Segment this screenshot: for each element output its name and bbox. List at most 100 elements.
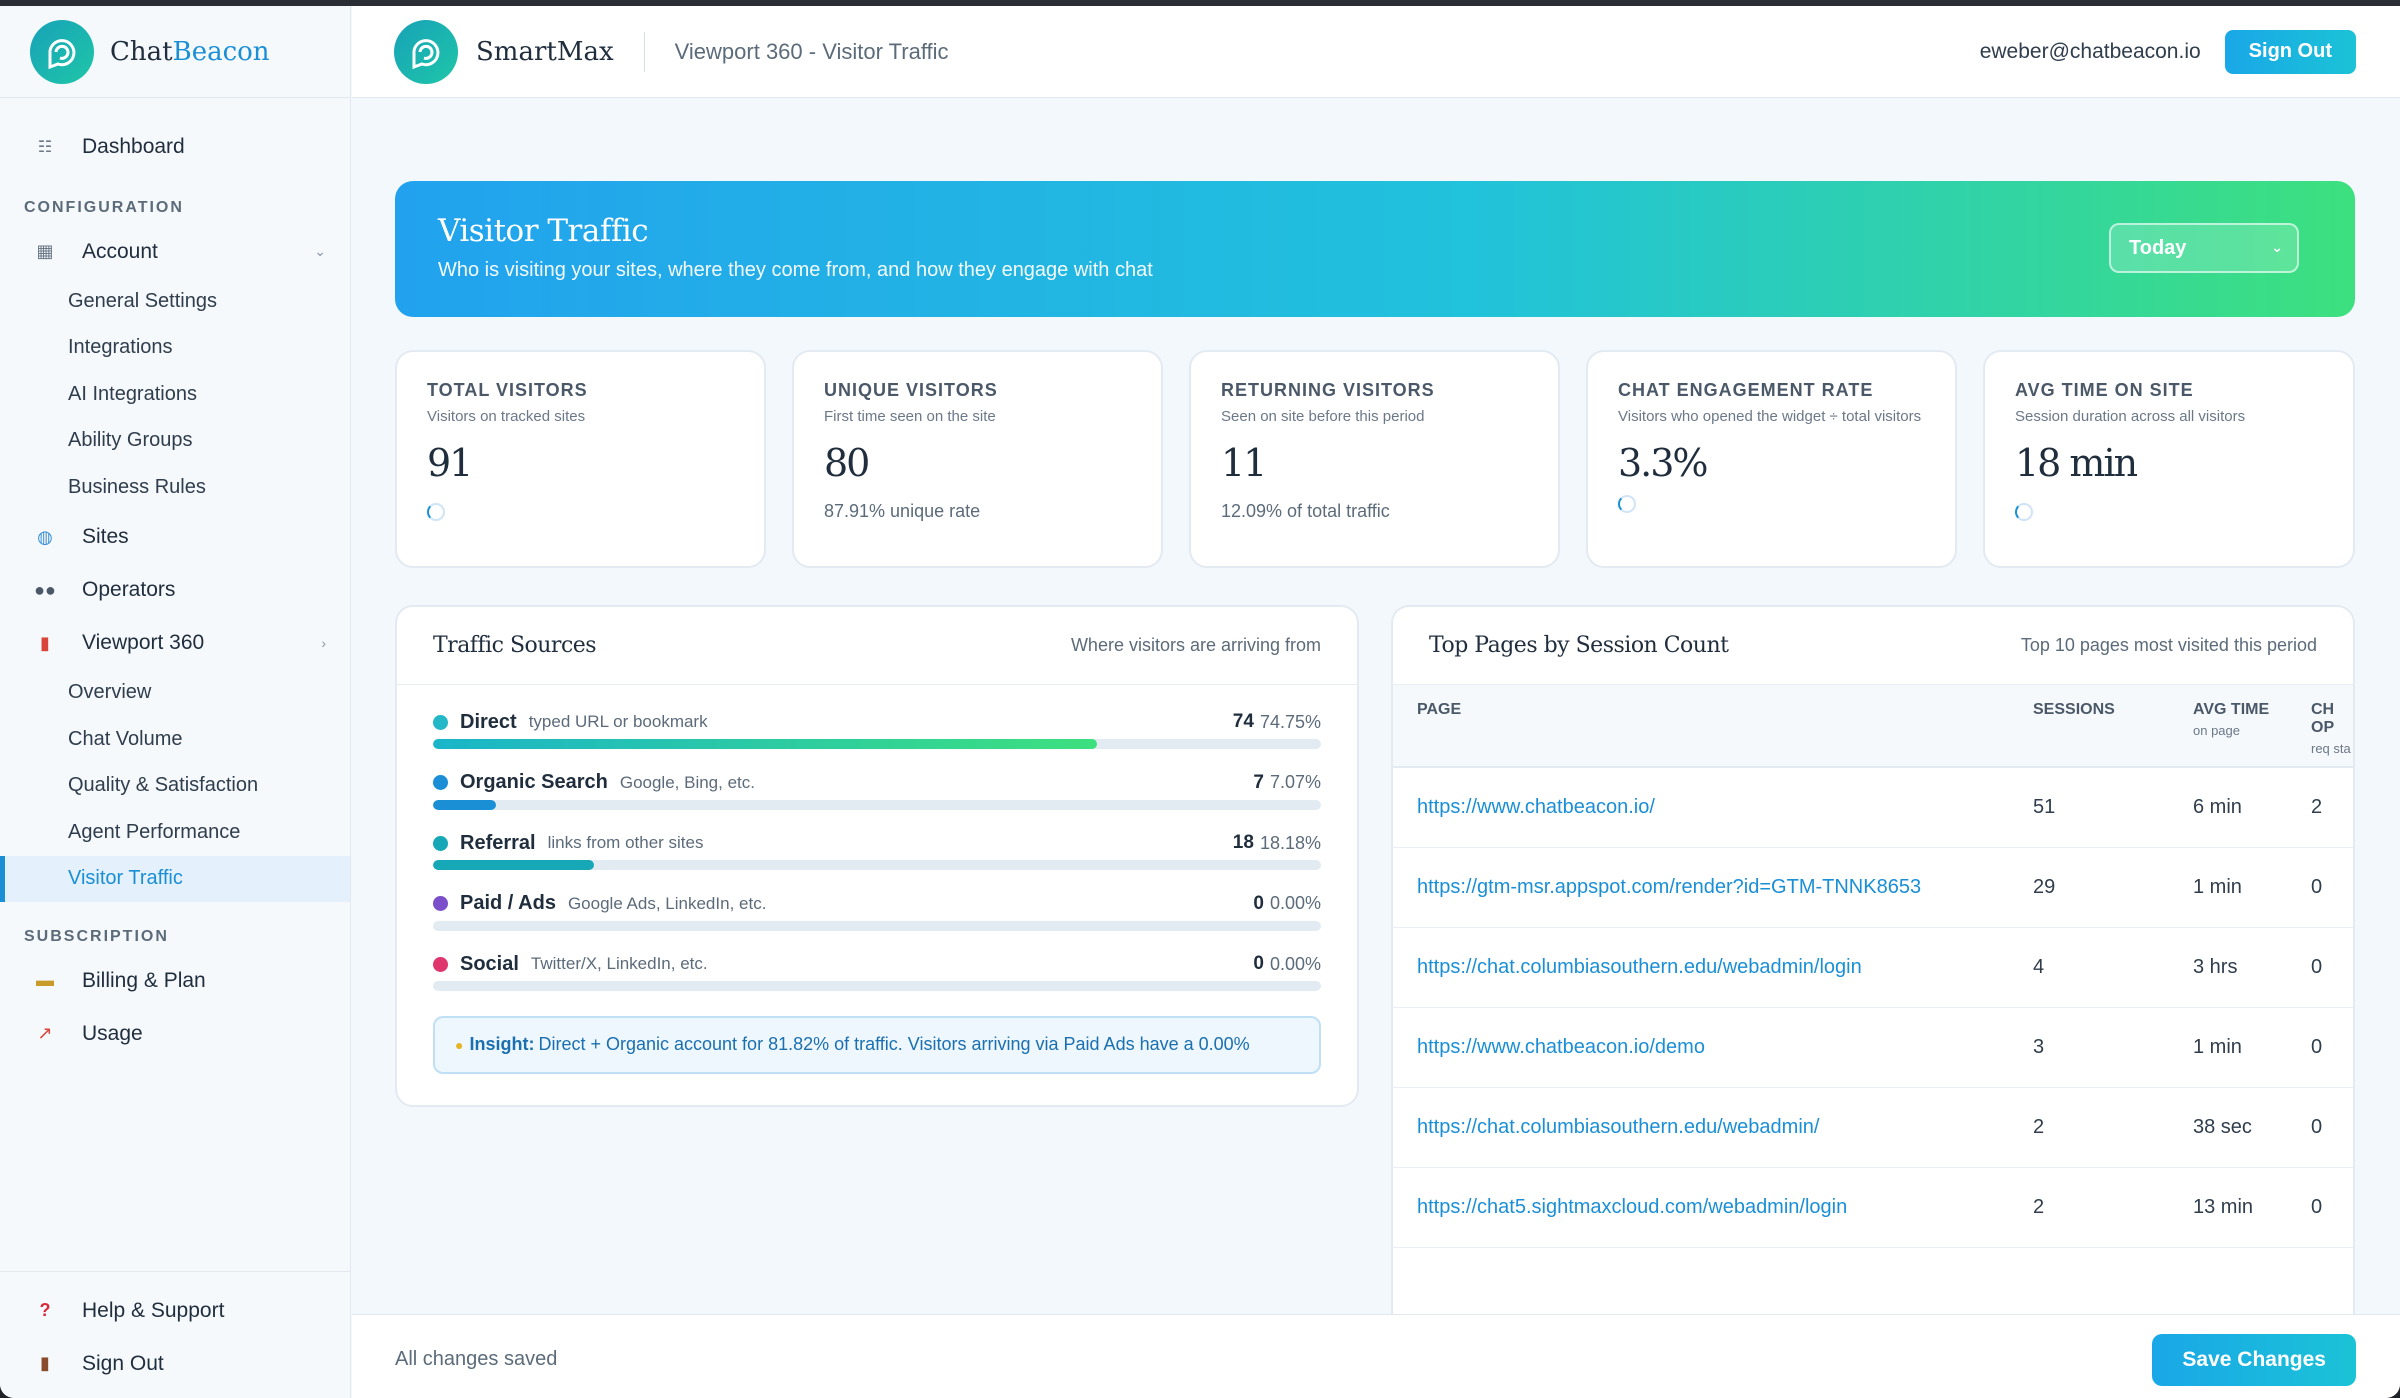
sidebar-item-ai-integrations[interactable]: AI Integrations bbox=[68, 382, 197, 405]
sidebar-item-general-settings[interactable]: General Settings bbox=[68, 289, 217, 312]
question-icon: ? bbox=[39, 1300, 51, 1320]
source-name: Paid / Ads bbox=[460, 892, 556, 914]
sessions-cell: 29 bbox=[2033, 847, 2193, 928]
chats-cell: 0 bbox=[2311, 927, 2353, 1008]
chats-cell: 0 bbox=[2311, 1087, 2353, 1168]
period-select-value: Today bbox=[2129, 236, 2187, 259]
panel-header: Traffic Sources Where visitors are arriv… bbox=[397, 607, 1357, 685]
dot-icon bbox=[433, 775, 448, 790]
page-link[interactable]: https://chat.columbiasouthern.edu/webadm… bbox=[1393, 1087, 2033, 1168]
sidebar-item-label: Usage bbox=[82, 1021, 143, 1045]
insight-label: Insight: bbox=[469, 1034, 535, 1054]
page-link[interactable]: https://www.chatbeacon.io/demo bbox=[1393, 1007, 2033, 1088]
sidebar-item-label: Help & Support bbox=[82, 1298, 225, 1322]
page-link[interactable]: https://gtm-msr.appspot.com/render?id=GT… bbox=[1393, 847, 2033, 928]
chats-cell: 0 bbox=[2311, 847, 2353, 928]
chats-cell: 0 bbox=[2311, 1167, 2353, 1248]
sidebar-item-usage[interactable]: ↗ Usage bbox=[0, 1007, 350, 1060]
source-desc: Google Ads, LinkedIn, etc. bbox=[567, 893, 767, 913]
stat-label: TOTAL VISITORS bbox=[427, 380, 588, 400]
bar-chart-icon: ▮ bbox=[40, 632, 50, 653]
column-header-chats[interactable]: CH OP req sta bbox=[2311, 685, 2353, 768]
trend-chart-icon: ↗ bbox=[37, 1023, 53, 1043]
source-row-paid: Paid / Ads Google Ads, LinkedIn, etc. 0 … bbox=[397, 881, 1357, 942]
sidebar-item-label: Billing & Plan bbox=[82, 968, 206, 992]
sign-out-button[interactable]: Sign Out bbox=[2224, 29, 2356, 74]
sidebar-item-account[interactable]: ▦ Account ⌄ bbox=[0, 225, 350, 278]
table-row: https://gtm-msr.appspot.com/render?id=GT… bbox=[1393, 847, 2353, 928]
hero-subtitle: Who is visiting your sites, where they c… bbox=[438, 259, 1153, 281]
traffic-sources-panel: Traffic Sources Where visitors are arriv… bbox=[395, 605, 1359, 1107]
source-pct: 74.75% bbox=[1259, 711, 1321, 732]
brand-name: ChatBeacon bbox=[110, 36, 270, 67]
avg-time-cell: 3 hrs bbox=[2193, 927, 2311, 1008]
progress-track bbox=[433, 860, 1321, 870]
hero-title: Visitor Traffic bbox=[438, 213, 649, 249]
sidebar-item-help[interactable]: ? Help & Support bbox=[0, 1284, 350, 1337]
save-changes-button[interactable]: Save Changes bbox=[2152, 1333, 2356, 1386]
page-link[interactable]: https://www.chatbeacon.io/ bbox=[1393, 767, 2033, 848]
dot-icon bbox=[433, 956, 448, 972]
source-pct: 0.00% bbox=[1269, 893, 1321, 913]
hero-banner: Visitor Traffic Who is visiting your sit… bbox=[395, 181, 2355, 317]
sidebar-item-signout[interactable]: ▮ Sign Out bbox=[0, 1337, 350, 1390]
page-title: Viewport 360 - Visitor Traffic bbox=[674, 38, 949, 64]
loading-spinner-icon bbox=[427, 503, 445, 521]
avg-time-cell: 1 min bbox=[2193, 1007, 2311, 1088]
source-count: 74 bbox=[1232, 711, 1254, 732]
sidebar-item-integrations[interactable]: Integrations bbox=[68, 336, 173, 359]
sidebar-item-business-rules[interactable]: Business Rules bbox=[68, 475, 206, 498]
sessions-cell: 2 bbox=[2033, 1167, 2193, 1248]
chevron-down-icon: ⌄ bbox=[2271, 239, 2283, 255]
org-name: SmartMax bbox=[476, 36, 614, 67]
column-header-page[interactable]: PAGE bbox=[1393, 685, 2033, 768]
sidebar-item-viewport-360[interactable]: ▮ Viewport 360 › bbox=[0, 617, 350, 670]
column-header-avg-time[interactable]: AVG TIME on page bbox=[2193, 685, 2311, 768]
sidebar-item-label: Account bbox=[82, 239, 158, 263]
progress-track bbox=[433, 799, 1321, 810]
door-icon: ▮ bbox=[40, 1353, 50, 1373]
column-header-label: CH OP bbox=[2311, 701, 2335, 736]
source-pct: 0.00% bbox=[1269, 953, 1321, 974]
sidebar-brand[interactable]: ChatBeacon bbox=[0, 6, 350, 98]
stat-card-total-visitors: TOTAL VISITORS Visitors on tracked sites… bbox=[395, 350, 766, 568]
credit-card-icon: ▬ bbox=[36, 970, 54, 990]
source-name: Social bbox=[460, 952, 519, 975]
source-pct: 7.07% bbox=[1269, 772, 1321, 792]
dot-icon bbox=[433, 835, 448, 851]
table-row: https://chat.columbiasouthern.edu/webadm… bbox=[1393, 1087, 2353, 1168]
sidebar-item-billing[interactable]: ▬ Billing & Plan bbox=[0, 954, 350, 1007]
section-subscription: SUBSCRIPTION bbox=[24, 928, 169, 945]
period-select[interactable]: Today ⌄ bbox=[2109, 223, 2299, 273]
building-icon: ▦ bbox=[36, 241, 54, 261]
source-desc: links from other sites bbox=[547, 833, 704, 852]
sidebar-item-dashboard[interactable]: ☷ Dashboard bbox=[0, 120, 350, 173]
stat-value: 3.3% bbox=[1618, 441, 1709, 485]
source-name: Referral bbox=[460, 831, 536, 854]
sidebar-nav: ☷ Dashboard CONFIGURATION ▦ Account ⌄ Ge… bbox=[0, 98, 350, 1060]
avg-time-cell: 6 min bbox=[2193, 767, 2311, 848]
sidebar-item-overview[interactable]: Overview bbox=[68, 681, 152, 704]
stat-value: 11 bbox=[1221, 441, 1267, 485]
stat-value: 91 bbox=[427, 441, 473, 485]
sidebar-item-sites[interactable]: ◍ Sites bbox=[0, 511, 350, 564]
panel-title: Top Pages by Session Count bbox=[1429, 633, 1729, 658]
avg-time-cell: 1 min bbox=[2193, 847, 2311, 928]
sidebar-item-agent-performance[interactable]: Agent Performance bbox=[68, 820, 241, 843]
source-count: 7 bbox=[1253, 771, 1264, 793]
lightbulb-icon: ● bbox=[455, 1036, 464, 1053]
top-pages-panel: Top Pages by Session Count Top 10 pages … bbox=[1391, 605, 2355, 1325]
sidebar-item-visitor-traffic[interactable]: Visitor Traffic bbox=[0, 855, 350, 902]
stat-desc: Seen on site before this period bbox=[1221, 408, 1425, 425]
sidebar-item-quality-satisfaction[interactable]: Quality & Satisfaction bbox=[68, 774, 259, 797]
page-link[interactable]: https://chat.columbiasouthern.edu/webadm… bbox=[1393, 927, 2033, 1008]
page-link[interactable]: https://chat5.sightmaxcloud.com/webadmin… bbox=[1393, 1167, 2033, 1248]
avg-time-cell: 13 min bbox=[2193, 1167, 2311, 1248]
column-header-sessions[interactable]: SESSIONS bbox=[2033, 685, 2193, 768]
sidebar-item-operators[interactable]: ●● Operators bbox=[0, 564, 350, 617]
sidebar-item-ability-groups[interactable]: Ability Groups bbox=[68, 429, 193, 452]
sidebar-item-chat-volume[interactable]: Chat Volume bbox=[68, 727, 183, 750]
sidebar-item-label: Operators bbox=[82, 578, 176, 601]
sidebar: ChatBeacon ☷ Dashboard CONFIGURATION ▦ A… bbox=[0, 6, 351, 1398]
